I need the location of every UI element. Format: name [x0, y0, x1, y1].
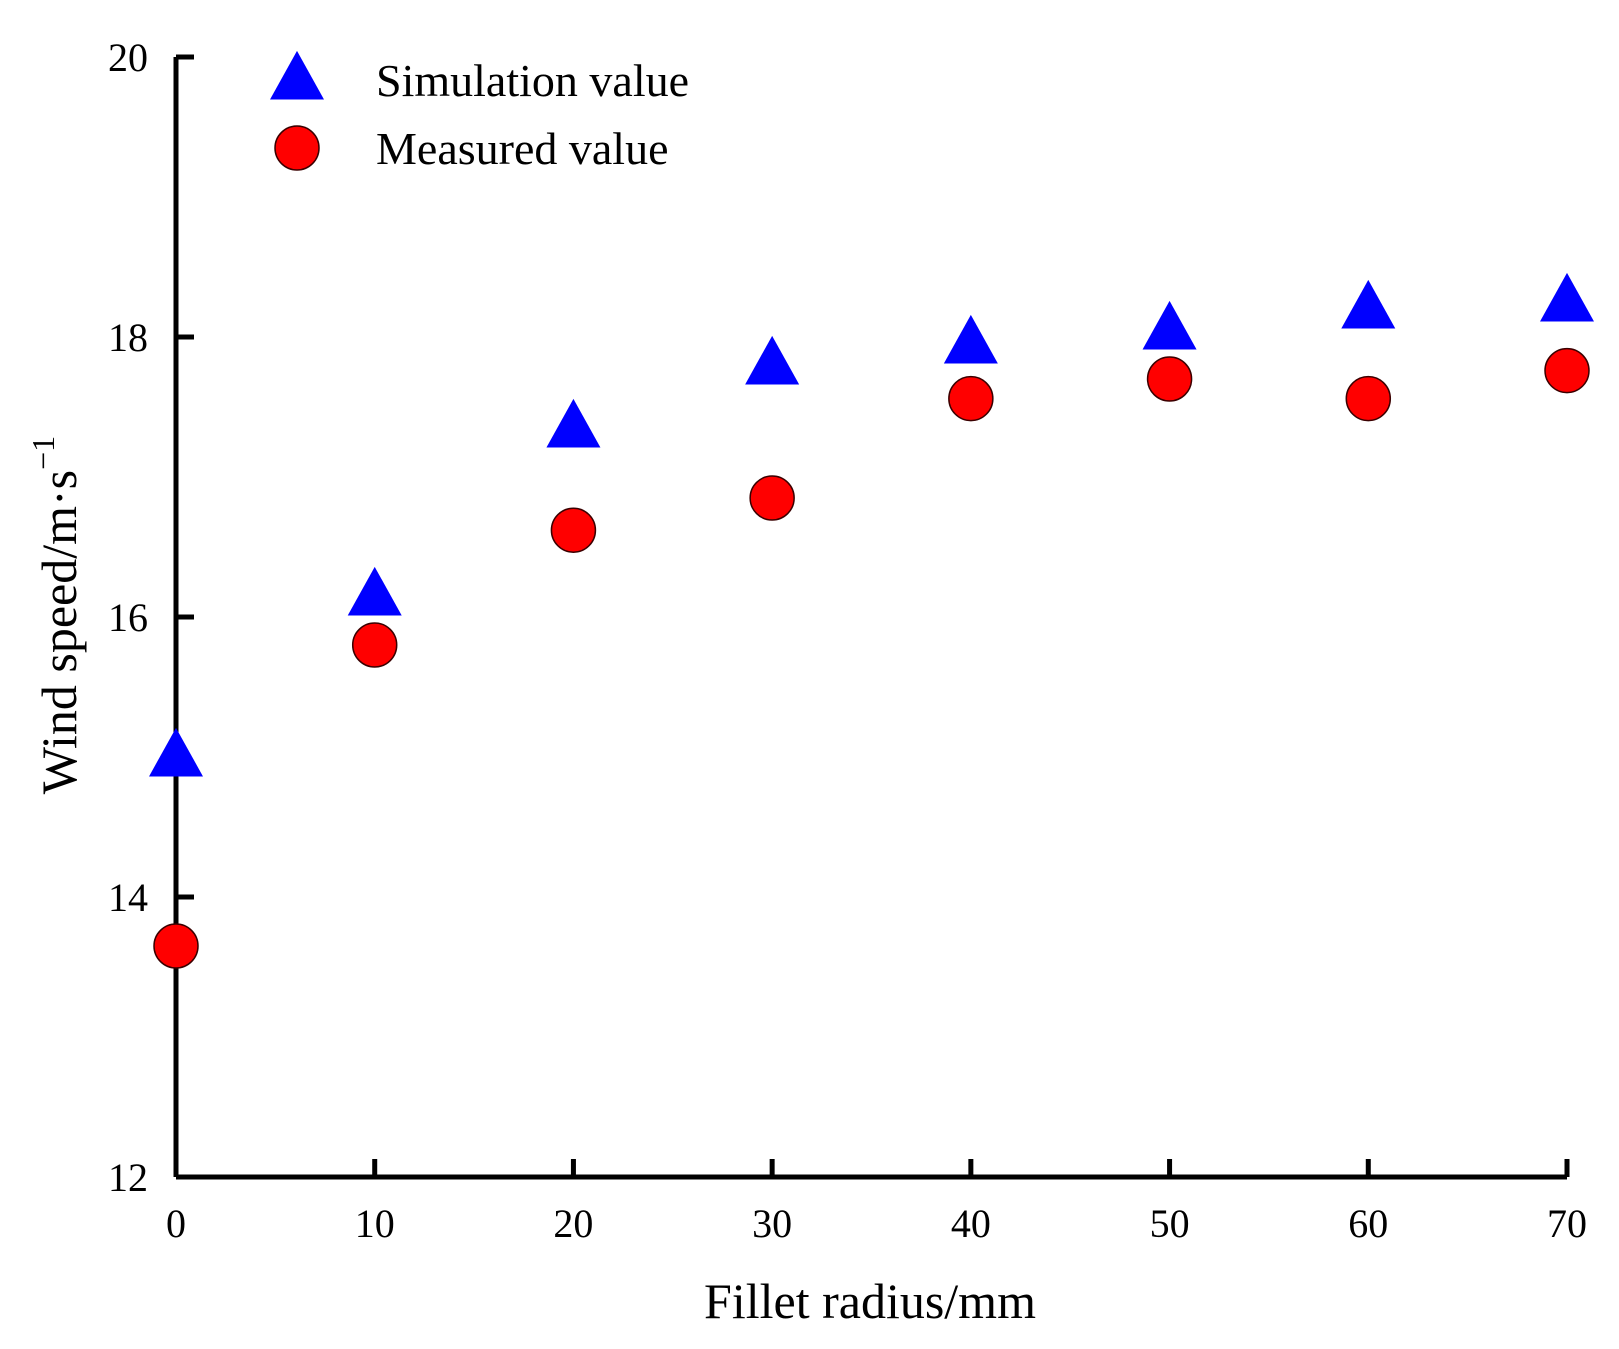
measured-point [749, 475, 795, 521]
x-tick-label: 60 [1348, 1201, 1388, 1246]
simulation-point [347, 566, 402, 616]
measured-point [1544, 347, 1590, 394]
measured-point [1345, 375, 1392, 422]
simulation-point [745, 335, 800, 385]
measured-point [948, 375, 994, 422]
x-axis-title: Fillet radius/mm [704, 1273, 1036, 1329]
y-tick-label: 18 [108, 315, 148, 360]
x-tick-label: 10 [355, 1201, 395, 1246]
simulation-point [943, 314, 998, 364]
y-tick-label: 14 [108, 875, 148, 920]
simulation-point [1341, 279, 1396, 329]
measured-point [153, 923, 199, 969]
simulation-point [546, 398, 601, 448]
legend-simulation-label: Simulation value [376, 55, 689, 106]
x-tick-label: 30 [752, 1201, 792, 1246]
measured-point [1146, 356, 1193, 402]
simulation-point [149, 727, 203, 777]
legend: Simulation value Measured value [270, 50, 689, 174]
y-axis-title-text: Wind speed/m·s [31, 470, 87, 794]
data-points [149, 272, 1594, 969]
axes: 12 14 16 18 20 0 10 20 30 40 50 60 70 [108, 35, 1587, 1246]
x-tick-label: 70 [1547, 1201, 1587, 1246]
x-tick-label: 20 [553, 1201, 593, 1246]
measured-point [550, 507, 597, 553]
y-axis-title-superscript: −1 [25, 436, 61, 470]
measured-point [351, 622, 398, 668]
simulation-point [1142, 300, 1197, 350]
y-axis-title: Wind speed/m·s−1 [25, 436, 87, 794]
legend-measured-label: Measured value [376, 123, 669, 174]
x-tick-label: 40 [951, 1201, 991, 1246]
y-tick-label: 20 [108, 35, 148, 80]
y-tick-label: 12 [108, 1155, 148, 1200]
legend-simulation-marker [270, 50, 324, 100]
simulation-point [1540, 272, 1594, 322]
x-tick-label: 50 [1150, 1201, 1190, 1246]
x-tick-label: 0 [166, 1201, 186, 1246]
legend-measured-marker [274, 125, 320, 171]
y-tick-label: 16 [108, 595, 148, 640]
